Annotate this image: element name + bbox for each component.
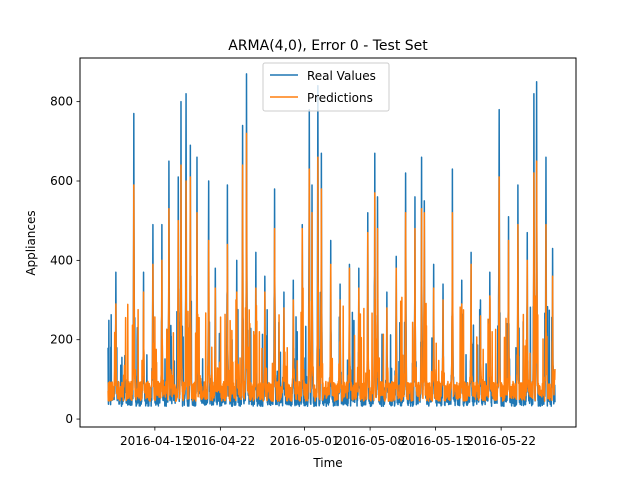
chart-title: ARMA(4,0), Error 0 - Test Set (228, 38, 428, 54)
y-tick-label: 600 (50, 174, 73, 188)
x-tick-label: 2016-04-15 (120, 434, 190, 448)
plot-frame (79, 57, 577, 428)
y-tick-label: 0 (65, 412, 73, 426)
y-axis-label: Appliances (24, 210, 38, 275)
x-axis-label: Time (312, 456, 342, 470)
legend-label-real: Real Values (307, 69, 376, 83)
series-layer (107, 73, 556, 408)
x-tick-label: 2016-05-08 (335, 434, 405, 448)
legend-label-predictions: Predictions (307, 91, 373, 105)
x-tick-label: 2016-05-22 (466, 434, 536, 448)
y-axis: 0 200 400 600 800 (50, 95, 80, 426)
series-line-predictions (107, 132, 556, 402)
y-tick-label: 800 (50, 95, 73, 109)
y-tick-label: 400 (50, 253, 73, 267)
x-tick-label: 2016-04-22 (186, 434, 256, 448)
legend: Real Values Predictions (262, 62, 390, 112)
x-tick-label: 2016-05-01 (270, 434, 340, 448)
x-tick-label: 2016-05-15 (401, 434, 471, 448)
y-tick-label: 200 (50, 333, 73, 347)
